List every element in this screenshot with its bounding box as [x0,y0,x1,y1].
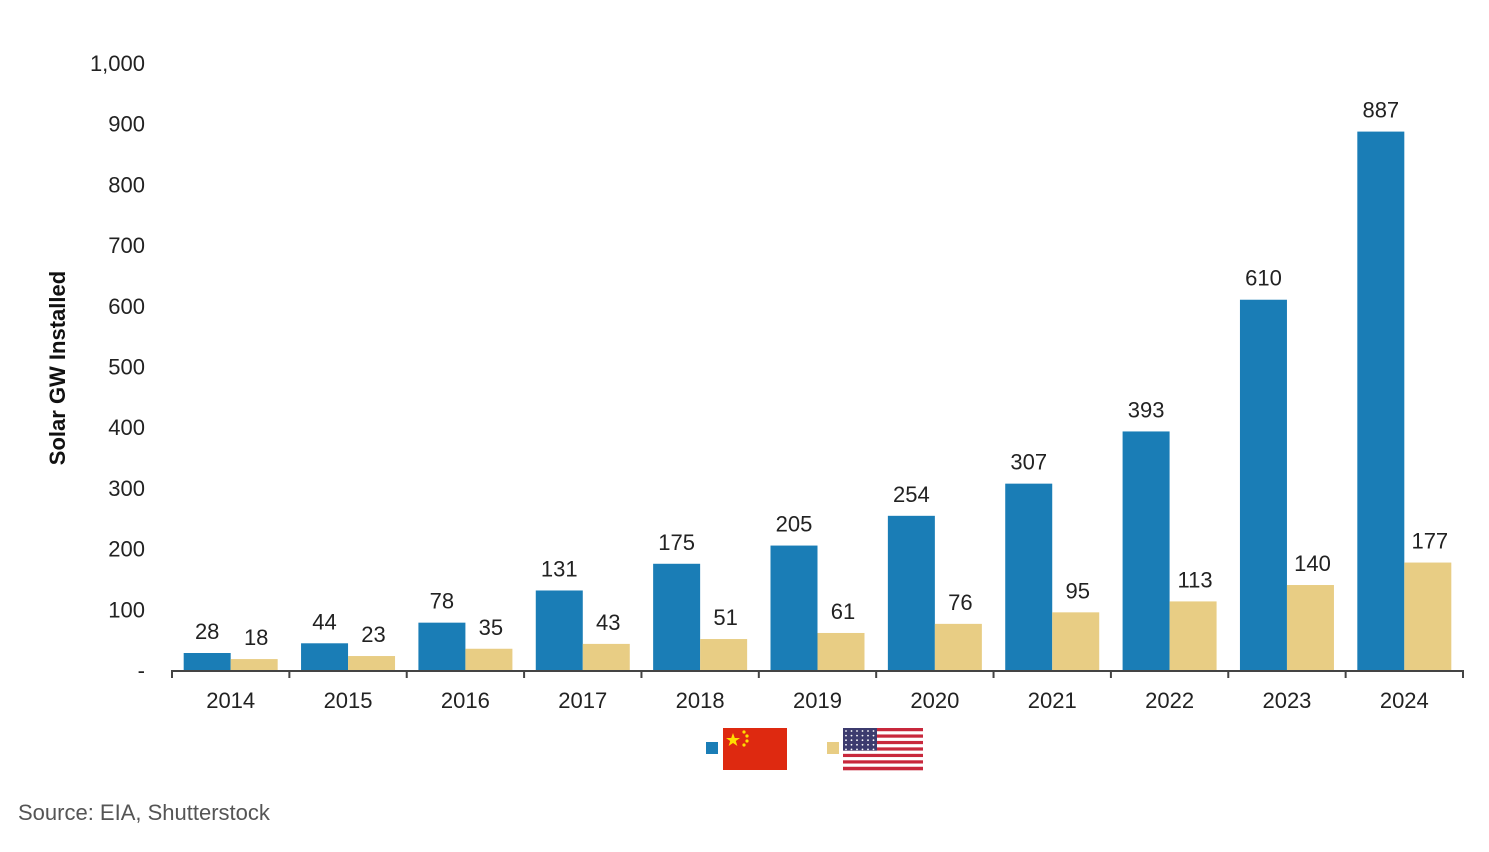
bar-china [418,622,466,670]
y-axis-label: Solar GW Installed [45,271,70,465]
data-label-china: 28 [195,619,219,644]
bar-usa [1404,562,1452,670]
bar-china [183,653,231,670]
legend-swatch-usa [827,742,839,754]
usa-flag-icon [843,728,923,771]
data-label-china: 205 [776,512,813,537]
y-tick-label: 700 [108,233,145,258]
bar-china [1239,299,1287,670]
data-label-usa: 140 [1294,551,1331,576]
data-label-china: 610 [1245,266,1282,291]
x-tick-label: 2022 [1145,688,1194,713]
y-tick-label: 300 [108,476,145,501]
bar-china [301,643,349,670]
y-tick-label: 900 [108,112,145,137]
y-tick-label: 800 [108,172,145,197]
bar-usa [1286,585,1334,670]
data-labels: 28 18 44 23 78 35 131 43 175 51 205 61 254 76 307 95 393… [195,98,1448,650]
x-tick-label: 2023 [1262,688,1311,713]
bar-usa [1052,612,1100,670]
data-label-china: 887 [1362,98,1399,123]
data-label-usa: 76 [948,590,972,615]
bar-usa [700,639,748,670]
bars [183,131,1452,670]
data-label-china: 175 [658,530,695,555]
data-label-china: 307 [1010,450,1047,475]
y-tick-label: 400 [108,415,145,440]
data-label-usa: 35 [479,615,503,640]
data-label-china: 393 [1128,397,1165,422]
y-tick-label: 500 [108,355,145,380]
data-label-usa: 61 [831,599,855,624]
data-label-usa: 18 [244,625,268,650]
y-tick-label: 200 [108,537,145,562]
y-tick-label: 600 [108,294,145,319]
data-label-usa: 113 [1178,567,1213,592]
legend [706,728,923,771]
x-tick-label: 2021 [1028,688,1077,713]
bar-china [535,590,583,670]
data-label-china: 44 [312,609,336,634]
y-axis-title: Solar GW Installed [45,271,70,465]
bar-china [1005,483,1053,670]
data-label-china: 254 [893,482,930,507]
x-tick-label: 2017 [558,688,607,713]
data-label-usa: 51 [713,605,737,630]
y-tick-label: 100 [108,597,145,622]
china-flag-icon [723,728,787,770]
bar-usa [582,643,630,670]
data-label-usa: 177 [1411,529,1448,554]
x-tick-label: 2015 [324,688,373,713]
data-label-china: 78 [430,589,454,614]
x-tick-label: 2014 [206,688,255,713]
bar-china [653,563,701,670]
y-axis-ticks: - 100 200 300 400 500 600 700 800 900 1,000 [90,51,145,683]
data-label-china: 131 [541,556,578,581]
legend-swatch-china [706,742,718,754]
bar-usa [348,656,396,670]
y-tick-label: 1,000 [90,51,145,76]
bar-china [770,545,818,670]
source-note: Source: EIA, Shutterstock [18,800,270,825]
x-tick-label: 2020 [910,688,959,713]
x-tick-label: 2016 [441,688,490,713]
bar-china [1122,431,1170,670]
y-tick-label: - [138,658,145,683]
data-label-usa: 95 [1065,578,1089,603]
x-axis-ticks: 2014 2015 2016 2017 2018 2019 2020 2021 2022 2023… [171,670,1464,713]
x-tick-label: 2018 [676,688,725,713]
bar-usa [230,659,278,670]
bar-china [1357,131,1405,670]
bar-usa [817,632,865,670]
x-tick-label: 2024 [1380,688,1429,713]
bar-china [887,515,935,670]
x-tick-label: 2019 [793,688,842,713]
bar-usa [1169,601,1217,670]
data-label-usa: 43 [596,610,620,635]
bar-usa [934,623,982,670]
data-label-usa: 23 [361,622,385,647]
bar-usa [465,648,513,670]
